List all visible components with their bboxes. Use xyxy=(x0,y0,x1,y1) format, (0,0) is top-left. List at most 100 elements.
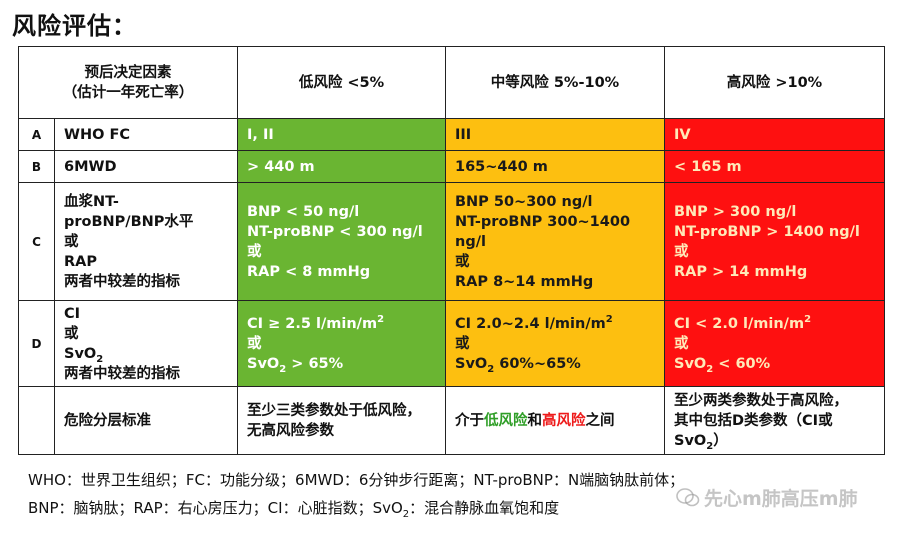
cell-line: SvO2 < 60% xyxy=(674,354,875,374)
low-risk-cell: BNP < 50 ng/l NT-proBNP < 300 ng/l 或 RAP… xyxy=(237,182,446,301)
cell-line: 无高风险参数 xyxy=(247,422,334,439)
row-letter: A xyxy=(18,118,55,151)
subscript: 2 xyxy=(402,509,410,520)
table-row-d: D CI 或 SvO2 两者中较差的指标 CI ≥ 2.5 l/min/m2 或… xyxy=(18,300,885,387)
factor-line: 血浆NT- xyxy=(64,193,119,210)
subscript: 2 xyxy=(279,363,287,375)
factor-line: CI xyxy=(64,305,81,322)
row-factor: 危险分层标准 xyxy=(54,386,238,455)
cell-line: 至少三类参数处于低风险， xyxy=(247,402,421,419)
row-factor: CI 或 SvO2 两者中较差的指标 xyxy=(54,300,238,387)
cell-line: 至少两类参数处于高风险， xyxy=(674,392,848,409)
criteria-mid-cell: 介于低风险和高风险之间 xyxy=(445,386,665,455)
footnote-text: ：混合静脉血氧饱和度 xyxy=(409,499,560,517)
criteria-high-cell: 至少两类参数处于高风险， 其中包括D类参数（CI或 SvO2） xyxy=(664,386,885,455)
cell-line: BNP < 50 ng/l xyxy=(247,203,360,220)
watermark: 先心m肺高压m肺 xyxy=(676,484,858,511)
factor-line: proBNP/BNP水平 xyxy=(64,213,194,230)
header-factor-line1: 预后决定因素 xyxy=(84,64,172,81)
high-risk-cell: BNP > 300 ng/l NT-proBNP > 1400 ng/l 或 R… xyxy=(664,182,885,301)
cell-line: SvO2 60%~65% xyxy=(455,354,655,374)
cell-line: NT-proBNP < 300 ng/l xyxy=(247,223,423,240)
row-factor: 血浆NT- proBNP/BNP水平 或 RAP 两者中较差的指标 xyxy=(54,182,238,301)
table-row-a: A WHO FC I, II III IV xyxy=(18,118,885,151)
mid-risk-cell: BNP 50~300 ng/l NT-proBNP 300~1400 ng/l … xyxy=(445,182,665,301)
mid-risk-cell: 165~440 m xyxy=(445,150,665,183)
cell-line: 或 xyxy=(674,335,689,352)
abbreviation-footnote: WHO：世界卫生组织；FC：功能分级；6MWD：6分钟步行距离；NT-proBN… xyxy=(28,466,888,522)
header-low-risk: 低风险 <5% xyxy=(237,46,446,119)
cell-text: 之间 xyxy=(585,412,615,429)
high-risk-cell: IV xyxy=(664,118,885,151)
cell-line: RAP 8~14 mmHg xyxy=(455,273,594,290)
cell-line: 或 xyxy=(455,253,470,270)
low-risk-cell: CI ≥ 2.5 l/min/m2 或 SvO2 > 65% xyxy=(237,300,446,387)
cell-line: BNP > 300 ng/l xyxy=(674,203,797,220)
cell-text: ） xyxy=(713,432,728,449)
footnote-line2: BNP：脑钠肽；RAP：右心房压力；CI：心脏指数；SvO2：混合静脉血氧饱和度 xyxy=(28,494,888,522)
superscript: 2 xyxy=(377,313,385,325)
ci-text: CI 2.0~2.4 l/min/m xyxy=(455,315,606,332)
cell-text: 和 xyxy=(527,412,543,429)
svo-base: SvO xyxy=(247,355,280,372)
cell-line: RAP < 8 mmHg xyxy=(247,263,371,280)
cell-line: 或 xyxy=(455,335,470,352)
row-letter-empty xyxy=(18,386,55,455)
subscript: 2 xyxy=(487,363,495,375)
cell-line: CI < 2.0 l/min/m2 xyxy=(674,314,875,334)
svo-value: > 65% xyxy=(286,355,344,372)
factor-line: 两者中较差的指标 xyxy=(64,365,180,382)
cell-line: SvO2 > 65% xyxy=(247,354,436,374)
cell-text: 介于 xyxy=(455,412,484,429)
factor-line: 或 xyxy=(64,233,79,250)
cell-line: 其中包括D类参数（CI或 xyxy=(674,412,833,429)
subscript: 2 xyxy=(96,353,104,365)
table-row-c: C 血浆NT- proBNP/BNP水平 或 RAP 两者中较差的指标 BNP … xyxy=(18,182,885,301)
cell-line: 或 xyxy=(247,335,262,352)
cell-line: 或 xyxy=(674,243,689,260)
header-high-risk: 高风险 >10% xyxy=(664,46,885,119)
cell-line: BNP 50~300 ng/l xyxy=(455,193,593,210)
ci-text: CI ≥ 2.5 l/min/m xyxy=(247,315,378,332)
subscript: 2 xyxy=(706,440,714,452)
row-factor: 6MWD xyxy=(54,150,238,183)
page-title: 风险评估： xyxy=(12,12,137,40)
high-risk-cell: < 165 m xyxy=(664,150,885,183)
criteria-low-cell: 至少三类参数处于低风险， 无高风险参数 xyxy=(237,386,446,455)
low-risk-word: 低风险 xyxy=(484,412,528,429)
mid-risk-cell: CI 2.0~2.4 l/min/m2 或 SvO2 60%~65% xyxy=(445,300,665,387)
high-risk-word: 高风险 xyxy=(542,412,586,429)
table-row-b: B 6MWD > 440 m 165~440 m < 165 m xyxy=(18,150,885,183)
low-risk-cell: I, II xyxy=(237,118,446,151)
cell-line: NT-proBNP > 1400 ng/l xyxy=(674,223,860,240)
cell-line: CI ≥ 2.5 l/min/m2 xyxy=(247,314,436,334)
watermark-text: 先心m肺高压m肺 xyxy=(704,488,858,510)
svo-base: SvO xyxy=(64,345,97,362)
row-letter: B xyxy=(18,150,55,183)
cell-line: ng/l xyxy=(455,233,486,250)
svo-base: SvO xyxy=(674,355,707,372)
svo-base: SvO xyxy=(674,432,707,449)
factor-line: 或 xyxy=(64,325,79,342)
svo-value: 60%~65% xyxy=(494,355,581,372)
factor-line: 两者中较差的指标 xyxy=(64,273,180,290)
subscript: 2 xyxy=(706,363,714,375)
row-letter: D xyxy=(18,300,55,387)
header-factor-line2: （估计一年死亡率） xyxy=(62,84,194,101)
header-factor-cell: 预后决定因素 （估计一年死亡率） xyxy=(18,46,238,119)
footnote-line1: WHO：世界卫生组织；FC：功能分级；6MWD：6分钟步行距离；NT-proBN… xyxy=(28,471,685,489)
factor-line: SvO2 xyxy=(64,344,228,364)
footnote-text: BNP：脑钠肽；RAP：右心房压力；CI：心脏指数；SvO xyxy=(28,499,403,517)
table-header-row: 预后决定因素 （估计一年死亡率） 低风险 <5% 中等风险 5%-10% 高风险… xyxy=(18,46,885,119)
header-mid-risk: 中等风险 5%-10% xyxy=(445,46,665,119)
high-risk-cell: CI < 2.0 l/min/m2 或 SvO2 < 60% xyxy=(664,300,885,387)
row-factor: WHO FC xyxy=(54,118,238,151)
svo-value: < 60% xyxy=(713,355,771,372)
row-letter: C xyxy=(18,182,55,301)
ci-text: CI < 2.0 l/min/m xyxy=(674,315,805,332)
cell-line: RAP > 14 mmHg xyxy=(674,263,808,280)
superscript: 2 xyxy=(605,313,613,325)
low-risk-cell: > 440 m xyxy=(237,150,446,183)
factor-line: RAP xyxy=(64,253,98,270)
superscript: 2 xyxy=(804,313,812,325)
